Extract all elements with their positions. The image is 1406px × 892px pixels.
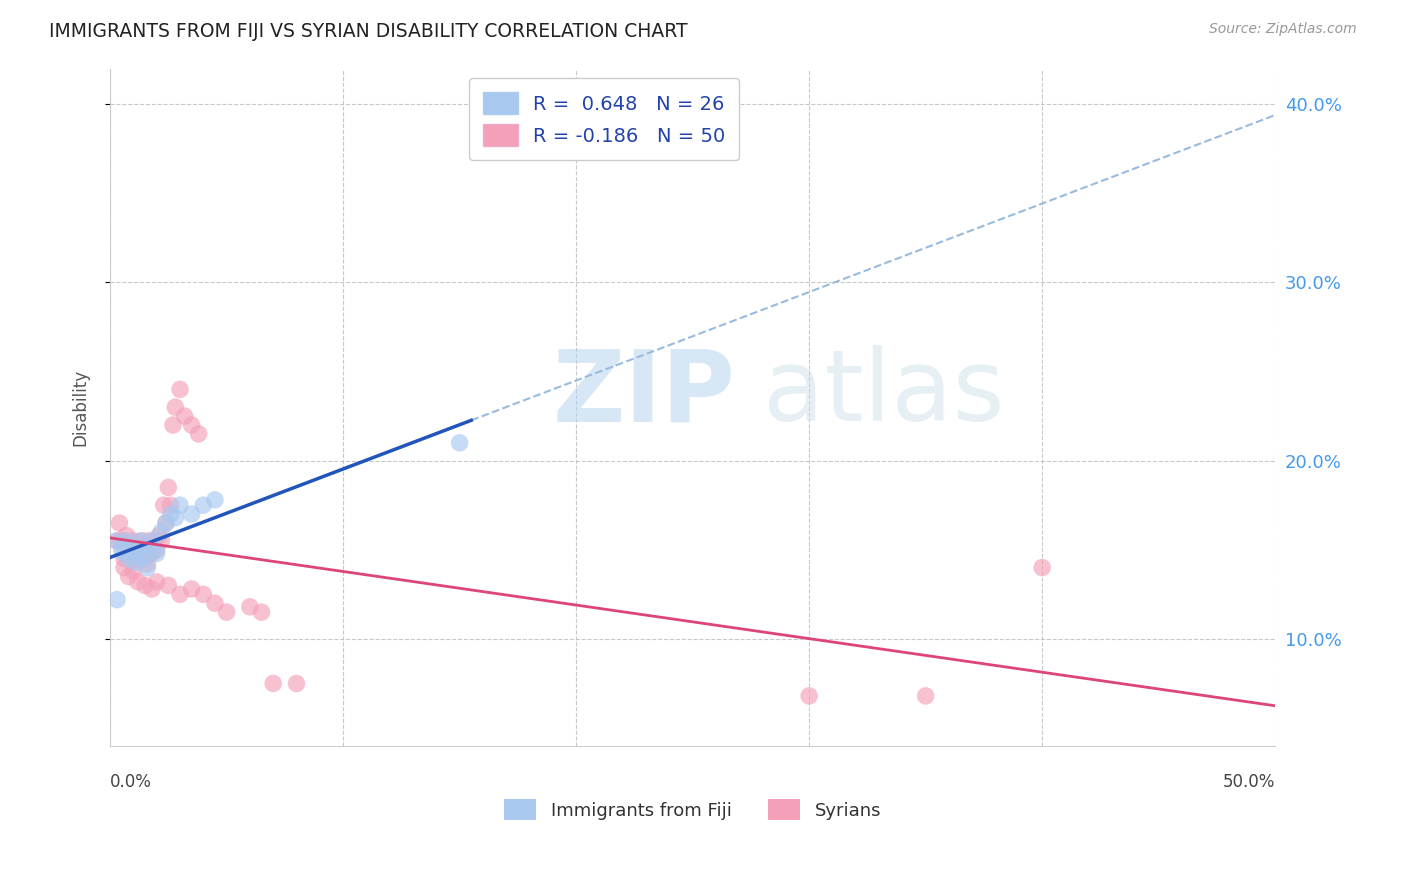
Point [120, 546, 142, 560]
Point [120, 539, 142, 553]
Point [914, 689, 936, 703]
Point [145, 542, 167, 557]
Text: atlas: atlas [762, 345, 1004, 442]
Point [204, 492, 226, 507]
Point [143, 539, 166, 553]
Point [169, 382, 191, 396]
Point [187, 426, 209, 441]
Point [157, 578, 180, 592]
Point [134, 578, 156, 592]
Point [127, 574, 149, 589]
Point [112, 546, 135, 560]
Point [131, 551, 153, 566]
Point [193, 587, 215, 601]
Point [112, 551, 135, 566]
Point [150, 524, 173, 539]
Point [162, 417, 184, 432]
Point [134, 551, 156, 566]
Point [165, 510, 187, 524]
Point [173, 409, 195, 423]
Point [111, 533, 134, 548]
Point [141, 582, 163, 596]
Point [136, 557, 159, 571]
Point [169, 498, 191, 512]
Point [118, 551, 141, 566]
Point [180, 582, 202, 596]
Point [159, 507, 181, 521]
Point [125, 551, 148, 566]
Point [239, 599, 262, 614]
Point [152, 498, 174, 512]
Point [180, 417, 202, 432]
Point [797, 689, 820, 703]
Point [111, 542, 134, 557]
Point [136, 560, 159, 574]
Point [141, 533, 163, 548]
Point [204, 596, 226, 610]
Text: ZIP: ZIP [553, 345, 735, 442]
Point [449, 435, 471, 450]
Text: Source: ZipAtlas.com: Source: ZipAtlas.com [1209, 22, 1357, 37]
Point [145, 546, 167, 560]
Point [138, 533, 160, 548]
Point [118, 569, 141, 583]
Point [125, 555, 148, 569]
Point [141, 546, 163, 560]
Point [169, 587, 191, 601]
Point [250, 605, 273, 619]
Point [150, 533, 173, 548]
Point [193, 498, 215, 512]
Point [112, 560, 135, 574]
Point [122, 564, 145, 578]
Point [143, 542, 166, 557]
Point [105, 592, 128, 607]
Point [1031, 560, 1053, 574]
Legend: Immigrants from Fiji, Syrians: Immigrants from Fiji, Syrians [496, 792, 889, 828]
Point [105, 533, 128, 548]
Y-axis label: Disability: Disability [72, 368, 89, 446]
Point [122, 546, 145, 560]
Point [155, 516, 177, 530]
Point [131, 533, 153, 548]
Point [159, 498, 181, 512]
Point [115, 533, 138, 548]
Point [134, 546, 156, 560]
Point [129, 546, 152, 560]
Point [180, 507, 202, 521]
Point [155, 516, 177, 530]
Text: 0.0%: 0.0% [110, 773, 152, 791]
Point [157, 480, 180, 494]
Point [115, 528, 138, 542]
Point [145, 574, 167, 589]
Point [148, 528, 170, 542]
Point [127, 542, 149, 557]
Point [262, 676, 284, 690]
Point [285, 676, 308, 690]
Point [118, 539, 141, 553]
Text: 50.0%: 50.0% [1223, 773, 1275, 791]
Point [215, 605, 238, 619]
Point [122, 533, 145, 548]
Text: IMMIGRANTS FROM FIJI VS SYRIAN DISABILITY CORRELATION CHART: IMMIGRANTS FROM FIJI VS SYRIAN DISABILIT… [49, 22, 688, 41]
Point [127, 542, 149, 557]
Point [108, 516, 131, 530]
Point [165, 400, 187, 414]
Point [129, 533, 152, 548]
Point [105, 533, 128, 548]
